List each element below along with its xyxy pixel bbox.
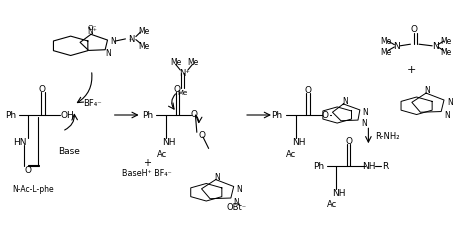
Text: BF₄⁻: BF₄⁻	[83, 98, 102, 107]
Text: N: N	[361, 118, 366, 127]
Text: Me: Me	[139, 42, 150, 51]
Text: NH: NH	[162, 137, 175, 146]
Text: Ph: Ph	[313, 161, 324, 170]
Text: Me: Me	[441, 36, 452, 45]
Text: Me: Me	[441, 48, 452, 57]
Text: N: N	[237, 184, 242, 193]
Text: OBt⁻: OBt⁻	[227, 202, 247, 211]
Text: Ph: Ph	[6, 111, 17, 120]
Text: O: O	[305, 86, 312, 95]
Text: Me: Me	[170, 58, 181, 67]
Text: +: +	[143, 158, 151, 167]
Text: Me: Me	[187, 58, 198, 67]
Text: O: O	[190, 110, 197, 119]
Text: NH: NH	[362, 161, 375, 170]
Text: N: N	[106, 49, 111, 58]
Text: N⁺: N⁺	[87, 27, 97, 36]
Text: O: O	[198, 131, 205, 140]
Text: Me: Me	[380, 36, 392, 45]
Text: O: O	[345, 136, 352, 145]
Text: Ac: Ac	[286, 149, 296, 158]
Text: NH: NH	[332, 188, 346, 197]
Text: R-NH₂: R-NH₂	[375, 131, 400, 140]
Text: N: N	[363, 108, 368, 116]
Text: NH: NH	[292, 137, 305, 146]
Text: OH: OH	[61, 111, 74, 120]
Text: +: +	[407, 65, 417, 75]
Text: N: N	[128, 35, 134, 43]
Text: N⁺: N⁺	[179, 69, 190, 78]
Text: O: O	[39, 85, 46, 94]
Text: N-Ac-L-phe: N-Ac-L-phe	[12, 185, 54, 193]
Text: N: N	[425, 85, 430, 94]
Text: N: N	[393, 42, 400, 51]
Text: O: O	[25, 165, 32, 174]
Text: N: N	[447, 98, 453, 107]
Text: ⁺: ⁺	[128, 39, 132, 45]
Text: Me: Me	[380, 48, 392, 57]
Text: R: R	[382, 161, 388, 170]
Text: O: O	[174, 85, 181, 94]
Text: Ph: Ph	[142, 111, 153, 120]
Text: N: N	[110, 37, 116, 46]
Text: Base: Base	[58, 147, 80, 155]
Text: Me: Me	[178, 90, 188, 96]
Text: BaseH⁺ BF₄⁻: BaseH⁺ BF₄⁻	[122, 168, 172, 177]
Text: N: N	[342, 97, 347, 106]
Text: O⁻: O⁻	[88, 24, 97, 30]
Text: N: N	[432, 42, 439, 51]
Text: Ac: Ac	[328, 199, 337, 208]
Text: N: N	[444, 111, 450, 119]
Text: Ac: Ac	[157, 149, 167, 158]
Text: HN: HN	[13, 137, 27, 146]
Text: Ph: Ph	[272, 111, 283, 120]
Text: O: O	[321, 111, 328, 120]
Text: Me: Me	[139, 27, 150, 36]
Text: O: O	[411, 25, 418, 34]
Text: N: N	[214, 172, 220, 181]
Text: N: N	[234, 197, 239, 206]
